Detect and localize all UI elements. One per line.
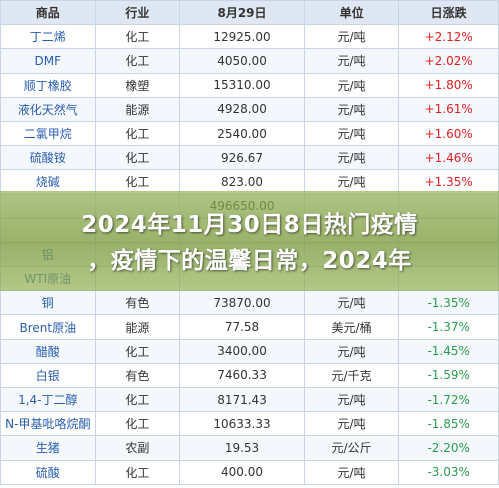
headline-line-1: 2024年11月30日8日热门疫情 <box>81 212 418 238</box>
table-row: N-甲基吡咯烷酮 化工 10633.33 元/吨 -1.85% <box>0 411 499 437</box>
daily-change-cell: +1.80% <box>398 72 499 98</box>
unit-cell: 元/公斤 <box>303 435 400 461</box>
unit-cell: 元/吨 <box>303 120 400 147</box>
price-cell: 77.58 <box>179 314 305 340</box>
sector-cell: 化工 <box>94 24 181 50</box>
sector-cell: 能源 <box>94 96 181 122</box>
price-cell: 400.00 <box>179 459 305 485</box>
header-unit: 单位 <box>303 0 400 26</box>
commodity-name-cell: 生猪 <box>0 435 96 461</box>
daily-change-cell: +1.61% <box>398 96 499 122</box>
sector-cell: 化工 <box>94 120 181 147</box>
table-row: 硫酸铵 化工 926.67 元/吨 +1.46% <box>0 145 499 171</box>
sector-cell: 化工 <box>94 338 181 364</box>
daily-change-cell: +2.02% <box>398 48 499 74</box>
unit-cell: 元/吨 <box>303 48 400 74</box>
sector-cell: 橡塑 <box>94 72 181 98</box>
table-row: 生猪 农副 19.53 元/公斤 -2.20% <box>0 435 499 461</box>
table-row: 醋酸 化工 3400.00 元/吨 -1.45% <box>0 338 499 364</box>
table-row: 1,4-丁二醇 化工 8171.43 元/吨 -1.72% <box>0 386 499 413</box>
daily-change-cell: -1.72% <box>398 386 499 413</box>
price-cell: 8171.43 <box>179 386 305 413</box>
price-cell: 12925.00 <box>179 24 305 50</box>
commodity-name-cell: DMF <box>0 48 96 74</box>
daily-change-cell: -2.20% <box>398 435 499 461</box>
table-row: 铜有色 73870.00 元/吨 -1.35% <box>0 290 499 316</box>
unit-cell: 元/吨 <box>303 145 400 171</box>
table-row: 液化天然气 能源 4928.00 元/吨 +1.61% <box>0 96 499 122</box>
sector-cell: 化工 <box>94 411 181 437</box>
table-row: 顺丁橡胶 橡塑 15310.00 元/吨 +1.80% <box>0 72 499 98</box>
unit-cell: 美元/桶 <box>303 314 400 340</box>
sector-cell: 有色 <box>94 290 181 316</box>
headline-line-2: ，疫情下的温馨日常，2024年 <box>87 248 412 274</box>
table-row: DMF 化工 4050.00 元/吨 +2.02% <box>0 48 499 74</box>
price-cell: 15310.00 <box>179 72 305 98</box>
sector-cell: 化工 <box>94 459 181 485</box>
price-cell: 4928.00 <box>179 96 305 122</box>
sector-cell: 化工 <box>94 145 181 171</box>
daily-change-cell: -1.35% <box>398 290 499 316</box>
price-cell: 2540.00 <box>179 120 305 147</box>
price-cell: 7460.33 <box>179 362 305 389</box>
table-row: 丁二烯 化工 12925.00 元/吨 +2.12% <box>0 24 499 50</box>
price-cell: 19.53 <box>179 435 305 461</box>
price-cell: 10633.33 <box>179 411 305 437</box>
table-header-row: 商品 行业 8月29日 单位 日涨跌 <box>0 0 499 26</box>
commodity-name-cell: 硫酸铵 <box>0 145 96 171</box>
commodity-name-cell: 白银 <box>0 362 96 389</box>
commodity-name-cell: 1,4-丁二醇 <box>0 386 96 413</box>
table-row: 烧碱 化工 823.00 元/吨 +1.35% <box>0 169 499 195</box>
header-daily-change: 日涨跌 <box>398 0 499 26</box>
commodity-name-cell: 液化天然气 <box>0 96 96 122</box>
header-date-price: 8月29日 <box>179 0 305 26</box>
table-row: Brent原油 能源 77.58 美元/桶 -1.37% <box>0 314 499 340</box>
unit-cell: 元/吨 <box>303 290 400 316</box>
daily-change-cell: -1.85% <box>398 411 499 437</box>
sector-cell: 化工 <box>94 386 181 413</box>
table-row: 硫酸 化工 400.00 元/吨 -3.03% <box>0 459 499 485</box>
daily-change-cell: +1.60% <box>398 120 499 147</box>
daily-change-cell: +2.12% <box>398 24 499 50</box>
commodity-name-cell: 丁二烯 <box>0 24 96 50</box>
daily-change-cell: +1.46% <box>398 145 499 171</box>
unit-cell: 元/吨 <box>303 24 400 50</box>
sector-cell: 农副 <box>94 435 181 461</box>
sector-cell: 能源 <box>94 314 181 340</box>
table-row: 白银 有色 7460.33 元/千克 -1.59% <box>0 362 499 389</box>
unit-cell: 元/千克 <box>303 362 400 389</box>
commodity-name-cell: Brent原油 <box>0 314 96 340</box>
commodity-name-cell: 二氯甲烷 <box>0 120 96 147</box>
unit-cell: 元/吨 <box>303 96 400 122</box>
price-cell: 926.67 <box>179 145 305 171</box>
headline-overlay-banner: 2024年11月30日8日热门疫情 ，疫情下的温馨日常，2024年 <box>0 191 499 291</box>
daily-change-cell: -1.45% <box>398 338 499 364</box>
unit-cell: 元/吨 <box>303 459 400 485</box>
commodity-name-cell: 硫酸 <box>0 459 96 485</box>
table-row: 二氯甲烷 化工 2540.00 元/吨 +1.60% <box>0 120 499 147</box>
unit-cell: 元/吨 <box>303 72 400 98</box>
unit-cell: 元/吨 <box>303 338 400 364</box>
daily-change-cell: -3.03% <box>398 459 499 485</box>
price-cell: 3400.00 <box>179 338 305 364</box>
unit-cell: 元/吨 <box>303 411 400 437</box>
commodity-name-cell: 顺丁橡胶 <box>0 72 96 98</box>
commodity-name-cell: 醋酸 <box>0 338 96 364</box>
commodity-name-cell: N-甲基吡咯烷酮 <box>0 411 96 437</box>
daily-change-cell: -1.59% <box>398 362 499 389</box>
header-sector: 行业 <box>94 0 181 26</box>
sector-cell: 有色 <box>94 362 181 389</box>
header-commodity: 商品 <box>0 0 96 26</box>
commodity-name-cell: 铜 <box>0 290 96 316</box>
daily-change-cell: +1.35% <box>398 169 499 195</box>
price-cell: 4050.00 <box>179 48 305 74</box>
daily-change-cell: -1.37% <box>398 314 499 340</box>
price-cell: 73870.00 <box>179 290 305 316</box>
sector-cell: 化工 <box>94 48 181 74</box>
unit-cell: 元/吨 <box>303 386 400 413</box>
price-cell: 823.00 <box>179 169 305 195</box>
